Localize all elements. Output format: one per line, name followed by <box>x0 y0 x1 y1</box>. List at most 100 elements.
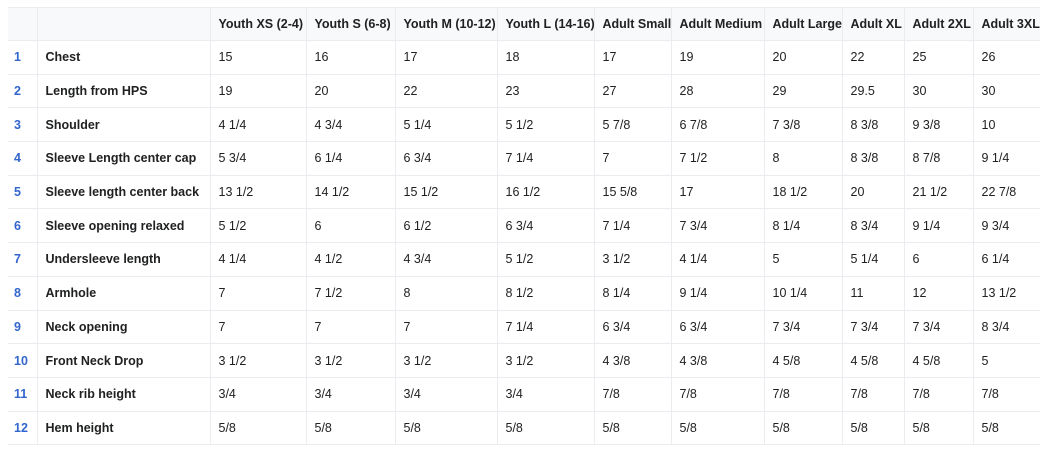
cell-value: 8 <box>764 141 843 176</box>
column-header: Youth XS (2-4) <box>210 7 307 41</box>
cell-value: 3/4 <box>497 377 595 412</box>
column-header: Adult Large <box>764 7 843 41</box>
cell-value: 20 <box>306 74 396 109</box>
cell-value: 7 1/4 <box>497 141 595 176</box>
cell-value: 22 <box>842 40 905 75</box>
column-header: Youth S (6-8) <box>306 7 396 41</box>
row-number: 10 <box>8 343 38 378</box>
row-number: 2 <box>8 74 38 109</box>
cell-value: 9 1/4 <box>671 276 765 311</box>
cell-value: 29.5 <box>842 74 905 109</box>
row-label: Chest <box>37 40 211 75</box>
cell-value: 9 3/8 <box>904 107 974 143</box>
row-label: Hem height <box>37 411 211 446</box>
cell-value: 17 <box>594 40 672 75</box>
header-cell <box>37 7 211 41</box>
table-row: 7 Undersleeve length 4 1/4 4 1/2 4 3/4 5 1/2 3… <box>8 242 1040 277</box>
cell-value: 25 <box>904 40 974 75</box>
cell-value: 20 <box>764 40 843 75</box>
cell-value: 4 3/8 <box>594 343 672 378</box>
row-label: Neck rib height <box>37 377 211 412</box>
cell-value: 16 <box>306 40 396 75</box>
cell-value: 7 <box>306 310 396 345</box>
cell-value: 5/8 <box>671 411 765 446</box>
header-cell <box>8 7 38 41</box>
cell-value: 18 1/2 <box>764 175 843 210</box>
cell-value: 5/8 <box>306 411 396 446</box>
cell-value: 5/8 <box>973 411 1040 446</box>
cell-value: 5/8 <box>497 411 595 446</box>
cell-value: 26 <box>973 40 1040 75</box>
cell-value: 7 1/4 <box>594 208 672 244</box>
cell-value: 9 1/4 <box>973 141 1040 176</box>
cell-value: 7 1/2 <box>306 276 396 311</box>
cell-value: 10 <box>973 107 1040 143</box>
table-row: 12 Hem height 5/8 5/8 5/8 5/8 5/8 5/8 5/8 5/8 5/8 5… <box>8 411 1040 446</box>
row-number: 1 <box>8 40 38 75</box>
cell-value: 7 3/4 <box>764 310 843 345</box>
cell-value: 4 5/8 <box>764 343 843 378</box>
cell-value: 7 <box>210 276 307 311</box>
cell-value: 9 1/4 <box>904 208 974 244</box>
cell-value: 5/8 <box>764 411 843 446</box>
cell-value: 7 3/4 <box>842 310 905 345</box>
cell-value: 13 1/2 <box>210 175 307 210</box>
row-label: Length from HPS <box>37 74 211 109</box>
cell-value: 6 <box>306 208 396 244</box>
cell-value: 5/8 <box>904 411 974 446</box>
cell-value: 6 1/4 <box>973 242 1040 277</box>
cell-value: 8 1/4 <box>764 208 843 244</box>
cell-value: 20 <box>842 175 905 210</box>
cell-value: 28 <box>671 74 765 109</box>
cell-value: 7 3/4 <box>904 310 974 345</box>
cell-value: 7 1/4 <box>497 310 595 345</box>
table-row: 9 Neck opening 7 7 7 7 1/4 6 3/4 6 3/4 7 3/4 7 3/… <box>8 310 1040 345</box>
cell-value: 4 1/4 <box>210 242 307 277</box>
cell-value: 4 1/2 <box>306 242 396 277</box>
cell-value: 30 <box>904 74 974 109</box>
cell-value: 7 <box>594 141 672 176</box>
cell-value: 15 <box>210 40 307 75</box>
column-header: Adult XL <box>842 7 905 41</box>
row-number: 4 <box>8 141 38 176</box>
cell-value: 22 7/8 <box>973 175 1040 210</box>
cell-value: 19 <box>210 74 307 109</box>
cell-value: 8 3/4 <box>973 310 1040 345</box>
cell-value: 5/8 <box>395 411 498 446</box>
column-header: Adult Small <box>594 7 672 41</box>
cell-value: 5 <box>764 242 843 277</box>
cell-value: 5 1/2 <box>497 107 595 143</box>
cell-value: 7/8 <box>671 377 765 412</box>
row-label: Sleeve opening relaxed <box>37 208 211 244</box>
cell-value: 3 1/2 <box>395 343 498 378</box>
cell-value: 9 3/4 <box>973 208 1040 244</box>
table-row: 1 Chest 15 16 17 18 17 19 20 22 25 26 <box>8 40 1040 75</box>
row-number: 3 <box>8 107 38 143</box>
cell-value: 10 1/4 <box>764 276 843 311</box>
cell-value: 4 3/4 <box>395 242 498 277</box>
cell-value: 8 1/4 <box>594 276 672 311</box>
cell-value: 6 1/2 <box>395 208 498 244</box>
row-label: Front Neck Drop <box>37 343 211 378</box>
cell-value: 30 <box>973 74 1040 109</box>
cell-value: 6 3/4 <box>395 141 498 176</box>
cell-value: 12 <box>904 276 974 311</box>
cell-value: 3 1/2 <box>594 242 672 277</box>
cell-value: 8 3/4 <box>842 208 905 244</box>
cell-value: 5 3/4 <box>210 141 307 176</box>
cell-value: 7 <box>395 310 498 345</box>
cell-value: 7 <box>210 310 307 345</box>
cell-value: 7 3/4 <box>671 208 765 244</box>
cell-value: 21 1/2 <box>904 175 974 210</box>
cell-value: 15 5/8 <box>594 175 672 210</box>
cell-value: 8 3/8 <box>842 141 905 176</box>
column-header: Adult Medium <box>671 7 765 41</box>
cell-value: 8 7/8 <box>904 141 974 176</box>
cell-value: 18 <box>497 40 595 75</box>
cell-value: 6 3/4 <box>671 310 765 345</box>
table-header: Youth XS (2-4) Youth S (6-8) Youth M (10-1… <box>8 7 1040 41</box>
cell-value: 8 <box>395 276 498 311</box>
column-header: Youth M (10-12) <box>395 7 498 41</box>
cell-value: 3/4 <box>306 377 396 412</box>
